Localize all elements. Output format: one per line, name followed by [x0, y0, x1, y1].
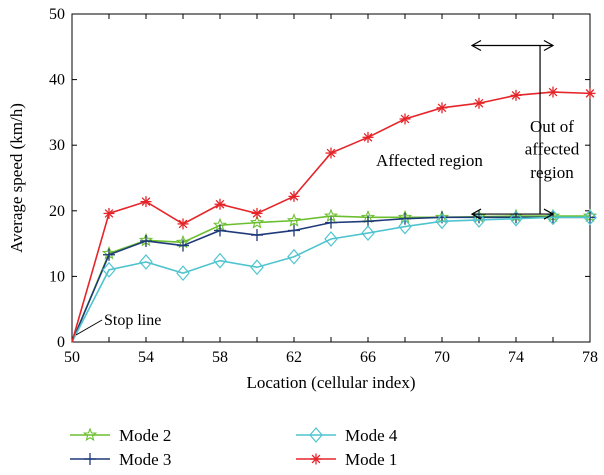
- series-line-mode-4: [71, 216, 590, 343]
- data-point-mode-1: [399, 113, 411, 125]
- data-point-mode-3: [214, 224, 226, 237]
- legend: Mode 2 Mode 3 Mode 4 Mode 1: [70, 426, 398, 469]
- y-tick-label: 0: [57, 334, 65, 351]
- data-point-mode-4: [583, 209, 597, 226]
- data-point-mode-3: [140, 234, 152, 247]
- y-tick-label: 10: [49, 268, 65, 285]
- series-mode-1: [71, 86, 596, 343]
- legend-marker: [82, 427, 98, 442]
- data-point-mode-4: [176, 265, 190, 282]
- series-mode-4: [71, 209, 597, 343]
- x-tick-label: 58: [212, 349, 228, 366]
- x-axis-label: Location (cellular index): [247, 373, 416, 392]
- data-point-mode-4: [509, 210, 523, 227]
- legend-entry-mode-2: Mode 2: [70, 426, 171, 445]
- data-point-mode-3: [177, 239, 189, 252]
- data-point-mode-1: [436, 102, 448, 114]
- data-point-mode-2: [249, 215, 265, 229]
- data-point-mode-1: [473, 97, 485, 109]
- data-point-mode-3: [103, 248, 115, 261]
- x-tick-label: 54: [138, 349, 154, 366]
- data-point-mode-2: [286, 213, 302, 227]
- y-tick-label: 50: [49, 6, 65, 23]
- y-tick-label: 30: [49, 137, 65, 154]
- affected-region-label: Affected region: [376, 151, 483, 170]
- double-arrow-bottom: [470, 208, 555, 220]
- data-point-mode-3: [510, 211, 522, 224]
- series-line-mode-2: [71, 215, 590, 343]
- stop-line-label: Stop line: [104, 312, 161, 329]
- legend-marker: [309, 427, 323, 443]
- data-point-mode-1: [325, 147, 337, 159]
- out-of-affected-label-line3: region: [530, 163, 574, 182]
- legend-label: Mode 2: [119, 426, 171, 445]
- data-point-mode-1: [103, 207, 115, 219]
- legend-label: Mode 1: [345, 450, 397, 469]
- data-point-mode-3: [288, 224, 300, 237]
- x-tick-label: 62: [286, 349, 302, 366]
- data-point-mode-4: [546, 209, 560, 226]
- legend-marker: [310, 453, 322, 465]
- out-of-affected-label-line2: affected: [525, 139, 580, 158]
- out-of-affected-label-line1: Out of: [530, 117, 574, 136]
- data-point-mode-4: [472, 212, 486, 228]
- y-axis-label: Average speed (km/h): [7, 103, 26, 253]
- data-point-mode-4: [361, 225, 375, 242]
- data-point-mode-4: [435, 213, 449, 230]
- data-point-mode-1: [177, 218, 189, 230]
- data-point-mode-4: [324, 231, 338, 247]
- x-tick-label: 50: [64, 349, 80, 366]
- data-point-mode-3: [251, 229, 263, 242]
- legend-entry-mode-1: Mode 1: [296, 450, 397, 469]
- x-tick-label: 78: [582, 349, 598, 366]
- series-mode-3: [71, 211, 596, 343]
- legend-marker: [84, 453, 96, 465]
- x-tick-label: 70: [434, 349, 450, 366]
- x-tick-label: 66: [360, 349, 376, 366]
- legend-entry-mode-4: Mode 4: [296, 426, 398, 445]
- data-point-mode-4: [250, 259, 264, 276]
- series-layer: [71, 86, 598, 343]
- data-point-mode-4: [287, 248, 301, 265]
- data-point-mode-4: [139, 254, 153, 270]
- legend-label: Mode 4: [345, 426, 398, 445]
- stop-line-pointer: [75, 319, 103, 336]
- data-point-mode-4: [398, 218, 412, 235]
- data-point-mode-1: [214, 198, 226, 210]
- legend-label: Mode 3: [119, 450, 171, 469]
- data-point-mode-4: [213, 252, 227, 269]
- annotation-layer: Stop line Affected region Out of affecte…: [75, 39, 580, 336]
- plot-area: 50 54 58 62 66 70 74 78 0 10 20 30 40 50: [49, 6, 598, 366]
- plot-frame: [71, 13, 591, 343]
- data-point-mode-4: [102, 261, 116, 278]
- data-point-mode-1: [140, 196, 152, 208]
- data-point-mode-1: [288, 190, 300, 202]
- data-point-mode-1: [362, 131, 374, 143]
- data-point-mode-1: [251, 207, 263, 219]
- legend-entry-mode-3: Mode 3: [70, 450, 171, 469]
- y-tick-label: 20: [49, 203, 65, 220]
- data-point-mode-3: [325, 216, 337, 229]
- y-tick-label: 40: [49, 72, 65, 89]
- data-point-mode-1: [510, 89, 522, 101]
- data-point-mode-1: [547, 86, 559, 98]
- data-point-mode-1: [584, 87, 596, 99]
- x-tick-label: 74: [508, 349, 524, 366]
- double-arrow-top: [470, 39, 555, 52]
